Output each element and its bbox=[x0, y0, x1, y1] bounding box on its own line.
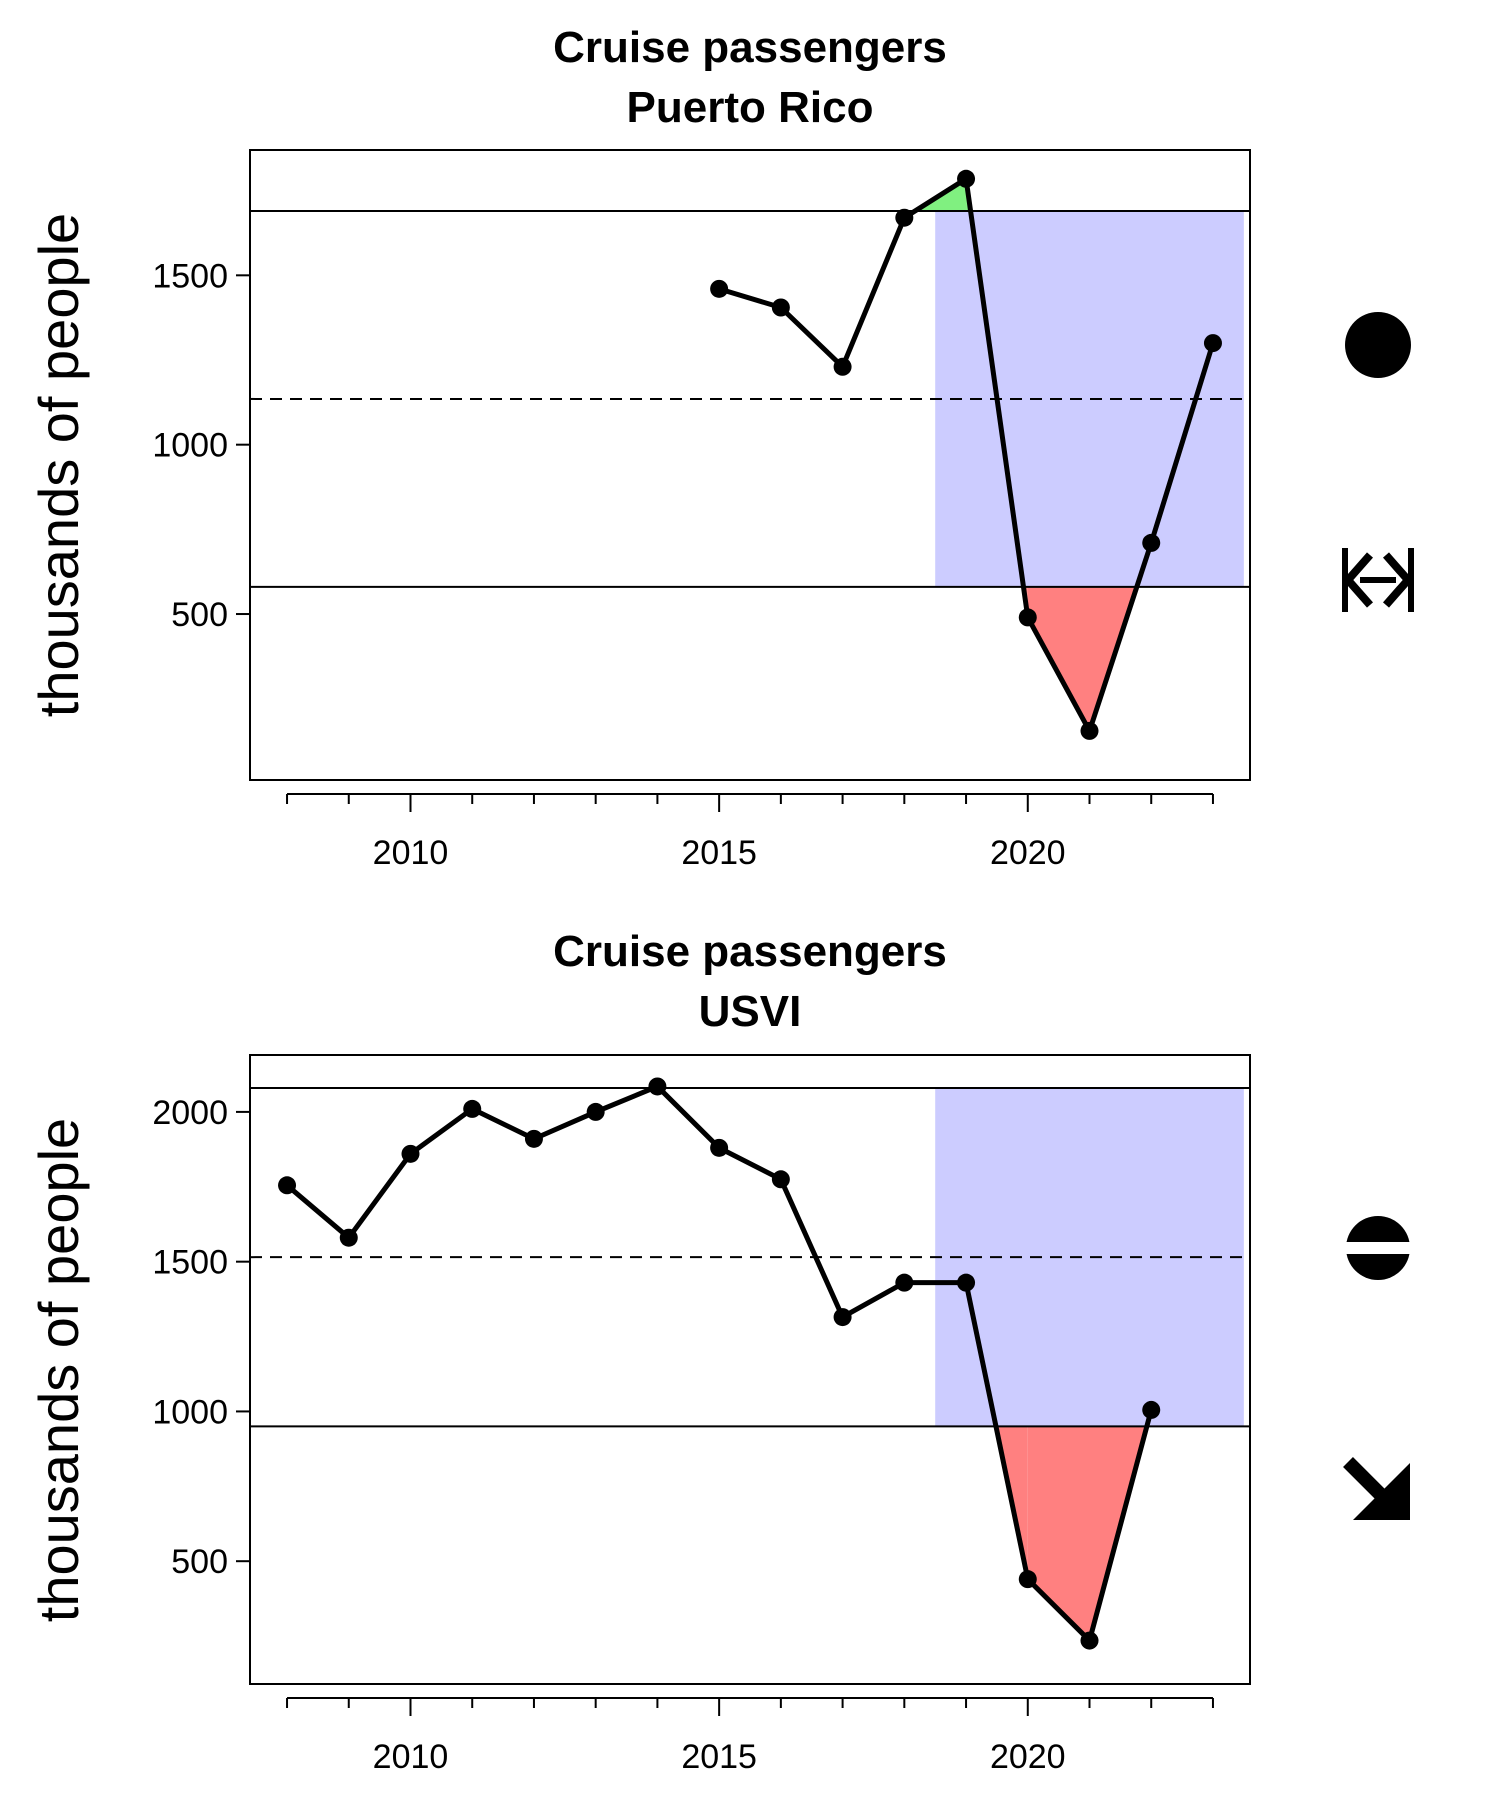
fill-layer bbox=[653, 1086, 1244, 1641]
data-point bbox=[339, 1228, 358, 1247]
y-axis-label: thousands of people bbox=[27, 1118, 90, 1622]
reference-lines bbox=[250, 209, 1250, 588]
data-point bbox=[833, 357, 852, 376]
x-tick-label: 2010 bbox=[373, 1738, 449, 1776]
data-point bbox=[895, 1273, 914, 1292]
data-point bbox=[1080, 1631, 1099, 1650]
x-tick-label: 2020 bbox=[990, 834, 1066, 872]
data-point bbox=[463, 1099, 482, 1118]
filled-circle-icon bbox=[1345, 312, 1411, 378]
data-point bbox=[1142, 533, 1161, 552]
data-point bbox=[1018, 1570, 1037, 1589]
data-series bbox=[278, 1077, 1161, 1650]
data-point bbox=[771, 298, 790, 317]
below-lower-bound-shade bbox=[1027, 1426, 1090, 1641]
chart-subtitle: Puerto Rico bbox=[627, 83, 874, 132]
chart-title: Cruise passengers bbox=[553, 23, 947, 72]
plot-frame bbox=[249, 149, 1251, 781]
x-tick-label: 2020 bbox=[990, 1738, 1066, 1776]
data-point bbox=[524, 1129, 543, 1148]
trend-indicator-slope bbox=[1343, 1457, 1410, 1520]
axes: 500 1000 1500 2010 2015 2020 bbox=[152, 149, 1251, 872]
data-point bbox=[957, 1273, 976, 1292]
trend-indicator-slope bbox=[1342, 548, 1414, 612]
plot-frame bbox=[249, 1054, 1251, 1685]
x-tick-label: 2015 bbox=[681, 1738, 757, 1776]
y-axis-label: thousands of people bbox=[27, 213, 90, 717]
chart-panel-usvi: Cruise passengers USVI 500 1000 1500 2000 20… bbox=[27, 927, 1411, 1776]
data-point bbox=[1203, 334, 1222, 353]
y-tick-label: 500 bbox=[171, 596, 228, 634]
data-point bbox=[1080, 721, 1099, 740]
data-point bbox=[278, 1176, 297, 1195]
y-tick-label: 1000 bbox=[152, 427, 228, 465]
fill-layer bbox=[915, 178, 1244, 731]
data-point bbox=[648, 1077, 667, 1096]
chart-panel-puerto-rico: Cruise passengers Puerto Rico 500 1000 150… bbox=[27, 23, 1414, 872]
x-tick-label: 2010 bbox=[373, 834, 449, 872]
data-point bbox=[771, 1170, 790, 1189]
chart-title: Cruise passengers bbox=[553, 927, 947, 976]
axes: 500 1000 1500 2000 2010 2015 2020 bbox=[152, 1054, 1251, 1776]
chart-subtitle: USVI bbox=[699, 987, 802, 1036]
data-point bbox=[833, 1308, 852, 1327]
y-tick-label: 1500 bbox=[152, 257, 228, 295]
y-tick-label: 1000 bbox=[152, 1393, 228, 1431]
data-point bbox=[401, 1144, 420, 1163]
trend-indicator-mean bbox=[1345, 1216, 1411, 1280]
decreasing-arrow-icon bbox=[1343, 1457, 1410, 1520]
y-tick-label: 1500 bbox=[152, 1244, 228, 1282]
data-point bbox=[586, 1102, 605, 1121]
y-tick-label: 2000 bbox=[152, 1094, 228, 1132]
data-point bbox=[957, 169, 976, 188]
data-point bbox=[710, 1138, 729, 1157]
below-lower-bound-shade bbox=[1027, 586, 1090, 731]
data-point bbox=[1018, 608, 1037, 627]
data-point bbox=[710, 279, 729, 298]
double-arrow-horizontal-icon bbox=[1342, 548, 1414, 612]
trend-indicator-mean bbox=[1345, 312, 1411, 378]
x-tick-label: 2015 bbox=[681, 834, 757, 872]
within-bounds-circle-icon bbox=[1345, 1216, 1411, 1280]
data-series bbox=[710, 169, 1222, 740]
reference-lines bbox=[250, 1086, 1250, 1428]
y-tick-label: 500 bbox=[171, 1543, 228, 1581]
data-point bbox=[1142, 1400, 1161, 1419]
data-point bbox=[895, 208, 914, 227]
